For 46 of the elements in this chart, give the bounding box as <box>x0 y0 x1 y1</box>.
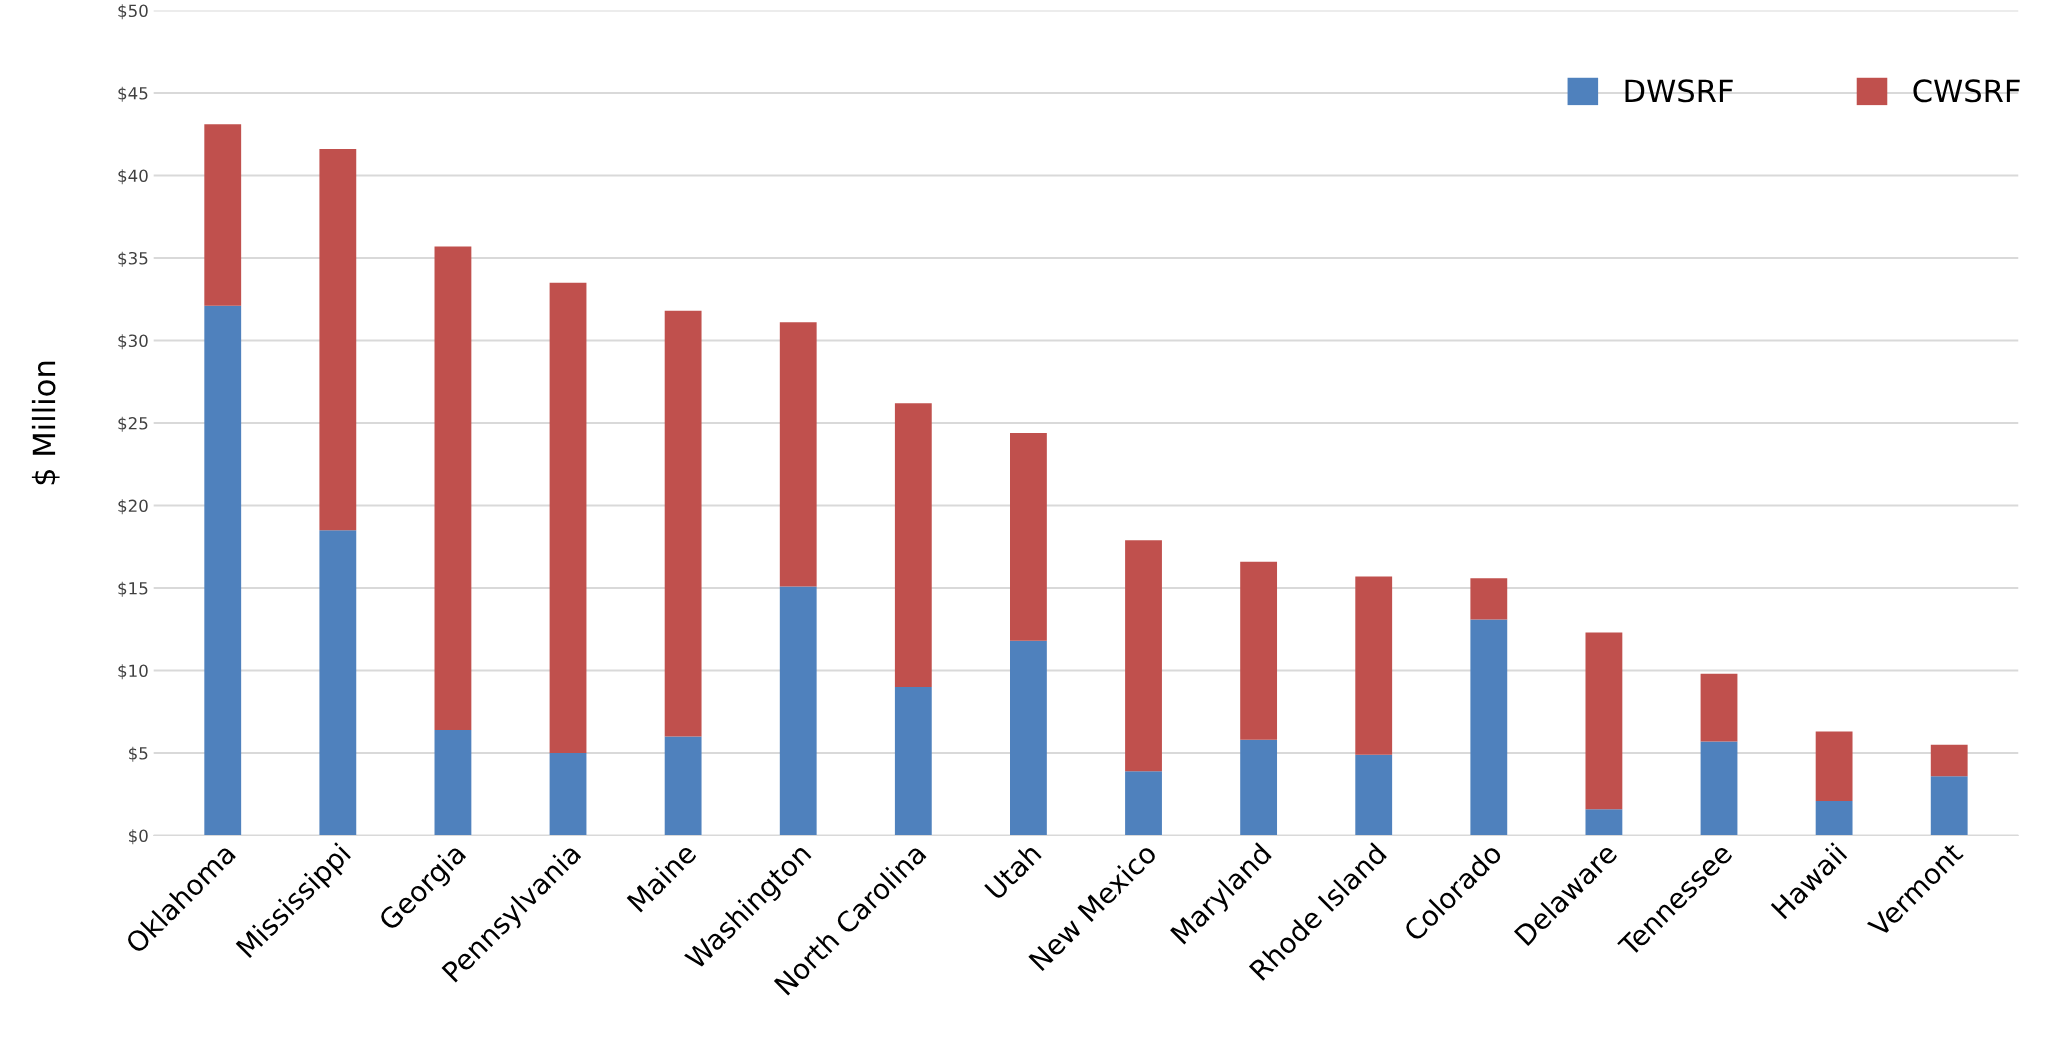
bar <box>204 124 242 306</box>
legend-label: CWSRF <box>1913 79 2020 103</box>
bar <box>434 246 472 730</box>
bar <box>1700 741 1738 836</box>
y-tick-label: $50 <box>118 4 148 20</box>
bar <box>1010 640 1047 836</box>
bar <box>1125 540 1162 772</box>
bar <box>1355 576 1393 755</box>
bar <box>434 729 472 836</box>
bar <box>1240 561 1278 740</box>
bar <box>549 753 587 836</box>
bar <box>319 149 357 531</box>
bar <box>204 305 242 836</box>
bar <box>894 687 932 836</box>
bar <box>1815 731 1853 801</box>
y-tick-label: $15 <box>118 581 148 597</box>
y-tick-label: $30 <box>118 334 148 350</box>
y-tick-label: $10 <box>118 664 148 680</box>
bar <box>1585 632 1623 810</box>
y-tick-label: $35 <box>118 251 148 267</box>
y-axis-title: $ Million <box>31 361 60 485</box>
bar <box>664 736 702 836</box>
bar <box>1125 771 1162 836</box>
bar <box>549 282 587 754</box>
bar <box>1700 673 1738 742</box>
y-tick-label: $0 <box>128 829 148 845</box>
bar <box>1815 800 1853 836</box>
bar <box>1240 739 1278 836</box>
y-tick-label: $20 <box>118 499 148 515</box>
bar <box>664 310 702 737</box>
bar <box>1930 776 1968 836</box>
legend-label: DWSRF <box>1625 79 1733 103</box>
y-tick-label: $5 <box>128 746 148 762</box>
bar <box>319 530 357 836</box>
bar <box>1355 754 1393 836</box>
bar <box>1010 432 1047 641</box>
bar <box>1470 619 1508 836</box>
bar <box>1585 809 1623 836</box>
bar <box>779 322 817 587</box>
bar <box>894 403 932 688</box>
y-tick-label: $40 <box>118 169 148 185</box>
y-tick-label: $45 <box>118 86 148 102</box>
y-tick-label: $25 <box>118 416 148 432</box>
bar <box>1930 744 1968 777</box>
bar <box>1470 578 1508 620</box>
bar <box>779 586 817 836</box>
